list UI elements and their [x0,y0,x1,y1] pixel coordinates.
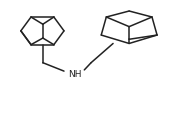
Text: NH: NH [68,70,82,79]
